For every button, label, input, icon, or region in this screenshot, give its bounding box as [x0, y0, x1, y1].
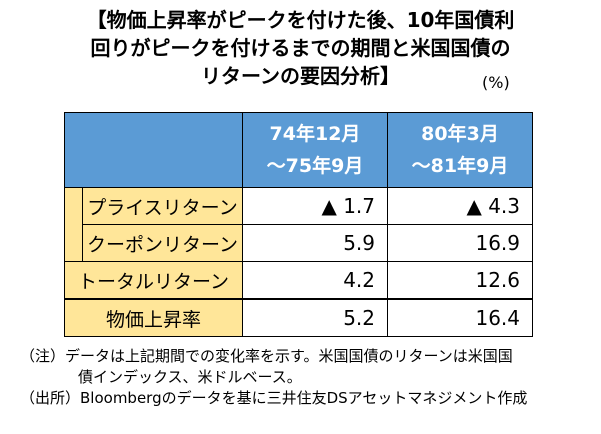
- returns-table: 74年12月 ～75年9月 80年3月 ～81年9月 プライスリターン ▲ 1.…: [64, 112, 533, 337]
- coupon-return-period-1: 5.9: [242, 224, 388, 262]
- row-label-coupon-return: クーポンリターン: [82, 224, 243, 262]
- total-return-period-2: 12.6: [387, 261, 533, 300]
- footnotes: （注）データは上記期間での変化率を示す。米国国債のリターンは米国国 債インデック…: [20, 346, 595, 409]
- column-header-period-2-start: 80年3月: [421, 123, 499, 145]
- unit-label: (%): [482, 73, 510, 92]
- column-header-period-1: 74年12月 ～75年9月: [242, 112, 388, 188]
- price-return-period-1: ▲ 1.7: [242, 187, 388, 225]
- title-line-1: 【物価上昇率がピークを付けた後、10年国債利: [86, 8, 515, 32]
- column-header-period-1-end: ～75年9月: [266, 155, 364, 177]
- table-row-inflation: 物価上昇率 5.2 16.4: [64, 298, 533, 337]
- report-title: 【物価上昇率がピークを付けた後、10年国債利 回りがピークを付けるまでの期間と米…: [0, 6, 601, 90]
- inflation-period-2: 16.4: [387, 298, 533, 337]
- price-return-period-2: ▲ 4.3: [387, 187, 533, 225]
- column-header-period-2: 80年3月 ～81年9月: [387, 112, 533, 188]
- header-corner: [64, 112, 243, 188]
- table-row-price-return: プライスリターン ▲ 1.7 ▲ 4.3: [64, 187, 533, 262]
- footnote-source: （出所）Bloombergのデータを基に三井住友DSアセットマネジメント作成: [20, 389, 528, 407]
- row-label-inflation: 物価上昇率: [64, 298, 243, 337]
- return-group-bracket: [64, 187, 83, 262]
- row-label-price-return: プライスリターン: [82, 187, 243, 225]
- column-header-period-2-end: ～81年9月: [411, 155, 509, 177]
- column-header-period-1-start: 74年12月: [269, 123, 361, 145]
- table-row-total-return: トータルリターン 4.2 12.6: [64, 261, 533, 300]
- row-label-total-return: トータルリターン: [64, 261, 243, 300]
- coupon-return-period-2: 16.9: [387, 224, 533, 262]
- total-return-period-1: 4.2: [242, 261, 388, 300]
- footnote-note-continued: 債インデックス、米ドルベース。: [78, 368, 302, 386]
- footnote-note: （注）データは上記期間での変化率を示す。米国国債のリターンは米国国: [20, 347, 513, 365]
- table-row-coupon-return: クーポンリターン 5.9 16.9: [65, 224, 533, 262]
- title-line-3: リターンの要因分析】: [201, 64, 400, 88]
- header-row: 74年12月 ～75年9月 80年3月 ～81年9月: [64, 112, 533, 188]
- inflation-period-1: 5.2: [242, 298, 388, 337]
- title-line-2: 回りがピークを付けるまでの期間と米国国債の: [90, 36, 511, 60]
